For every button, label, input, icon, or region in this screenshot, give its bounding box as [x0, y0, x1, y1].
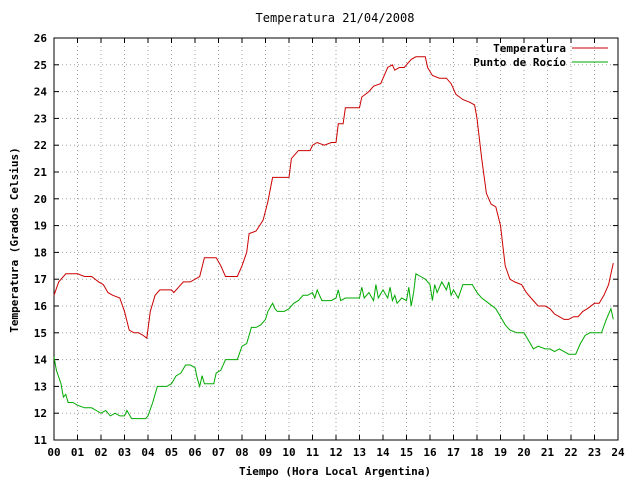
- x-tick-label: 16: [423, 446, 437, 459]
- x-tick-label: 23: [588, 446, 601, 459]
- y-tick-label: 13: [34, 380, 47, 393]
- x-tick-label: 04: [141, 446, 155, 459]
- x-tick-label: 13: [353, 446, 366, 459]
- y-tick-label: 19: [34, 220, 47, 233]
- legend-label-punto-de-rocio: Punto de Rocío: [473, 56, 566, 69]
- x-tick-label: 18: [470, 446, 483, 459]
- y-tick-label: 22: [34, 139, 47, 152]
- y-tick-label: 26: [34, 32, 48, 45]
- series-line-1: [53, 272, 614, 420]
- chart-title: Temperatura 21/04/2008: [256, 11, 415, 25]
- y-tick-label: 11: [34, 434, 48, 447]
- x-axis-label: Tiempo (Hora Local Argentina): [239, 465, 431, 478]
- y-tick-label: 15: [34, 327, 47, 340]
- series-line-0: [53, 56, 614, 340]
- legend-label-temperatura: Temperatura: [493, 42, 566, 55]
- y-tick-label: 23: [34, 112, 47, 125]
- x-tick-label: 17: [447, 446, 460, 459]
- plot-border: [53, 37, 619, 441]
- y-tick-label: 20: [34, 193, 47, 206]
- legend: Temperatura Punto de Rocío: [473, 42, 608, 69]
- x-tick-label: 21: [541, 446, 555, 459]
- y-tick-label: 21: [34, 166, 48, 179]
- axes: 11 12 13 14 15 16 17 18 19 20 21 22 23 24 25 26 00 01 02 03…: [34, 32, 625, 459]
- x-tick-label: 12: [329, 446, 342, 459]
- y-tick-label: 17: [34, 273, 47, 286]
- x-tick-label: 20: [517, 446, 530, 459]
- x-tick-label: 09: [259, 446, 272, 459]
- x-tick-label: 11: [306, 446, 320, 459]
- x-tick-label: 08: [235, 446, 248, 459]
- x-tick-label: 02: [94, 446, 107, 459]
- y-tick-label: 25: [34, 59, 47, 72]
- x-tick-label: 10: [282, 446, 295, 459]
- x-tick-label: 03: [118, 446, 131, 459]
- x-tick-label: 19: [494, 446, 507, 459]
- y-tick-label: 16: [34, 300, 48, 313]
- grid: [54, 38, 618, 440]
- series-lines: [53, 56, 614, 420]
- y-tick-label: 18: [34, 246, 47, 259]
- y-tick-label: 12: [34, 407, 47, 420]
- x-tick-label: 24: [611, 446, 625, 459]
- x-tick-label: 06: [188, 446, 202, 459]
- x-tick-label: 00: [47, 446, 60, 459]
- x-tick-label: 22: [564, 446, 577, 459]
- x-tick-label: 15: [400, 446, 413, 459]
- y-tick-label: 14: [34, 354, 48, 367]
- x-tick-label: 01: [71, 446, 85, 459]
- y-axis-label: Temperatura (Grados Celsius): [8, 147, 21, 332]
- x-tick-label: 07: [212, 446, 225, 459]
- x-tick-label: 14: [376, 446, 390, 459]
- x-tick-label: 05: [165, 446, 178, 459]
- y-tick-label: 24: [34, 86, 48, 99]
